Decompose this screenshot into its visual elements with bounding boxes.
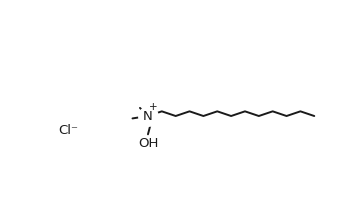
Text: OH: OH	[138, 137, 158, 150]
Text: +: +	[150, 102, 158, 112]
Text: N: N	[143, 110, 153, 122]
Text: Cl⁻: Cl⁻	[58, 124, 78, 137]
